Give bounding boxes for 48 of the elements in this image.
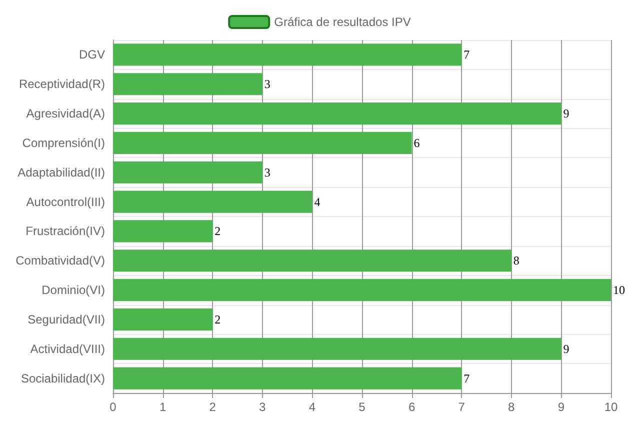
data-label: 2 <box>214 312 221 326</box>
x-tick-label: 6 <box>408 400 416 414</box>
bar <box>113 190 312 213</box>
y-tick-label: DGV <box>78 48 105 62</box>
x-tick-label: 5 <box>358 400 366 414</box>
data-label: 2 <box>214 224 221 238</box>
data-label: 10 <box>613 283 625 298</box>
y-tick-label: Dominio(VI) <box>42 283 105 298</box>
x-tick-label: 10 <box>604 400 618 414</box>
y-tick-label: Sociabilidad(IX) <box>20 371 105 386</box>
y-tick-label: Receptividad(R) <box>18 77 105 92</box>
data-label: 3 <box>264 77 270 92</box>
data-label: 4 <box>314 194 320 209</box>
data-label: 9 <box>563 342 570 356</box>
data-label: 8 <box>513 254 520 268</box>
y-tick-label: Comprensión(I) <box>22 136 105 150</box>
x-tick-label: 0 <box>110 400 117 414</box>
bar <box>113 279 611 302</box>
bar <box>113 220 213 242</box>
legend-label: Gráfica de resultados IPV <box>274 15 411 29</box>
bar <box>113 338 562 360</box>
y-tick-label: Adaptabilidad(II) <box>18 165 105 180</box>
x-tick-label: 4 <box>308 400 316 414</box>
data-label: 6 <box>414 136 420 150</box>
y-tick-label: Combatividad(V) <box>16 254 105 268</box>
bar <box>113 161 262 184</box>
y-tick-label: Autocontrol(III) <box>26 194 105 209</box>
x-tick-label: 3 <box>259 400 266 414</box>
data-label: 3 <box>264 165 270 180</box>
data-label: 9 <box>563 106 570 121</box>
y-tick-label: Seguridad(VII) <box>28 312 105 326</box>
bar <box>113 132 412 154</box>
bar <box>113 44 462 66</box>
bar <box>113 308 213 330</box>
x-tick-label: 7 <box>458 400 466 414</box>
y-tick-label: Agresividad(A) <box>26 106 105 121</box>
y-tick-label: Actividad(VIII) <box>30 342 105 356</box>
bar <box>113 73 262 96</box>
y-tick-label: Frustración(IV) <box>26 224 105 238</box>
bar <box>113 367 462 390</box>
x-tick-label: 2 <box>209 400 216 414</box>
data-label: 7 <box>464 371 470 386</box>
x-tick-label: 9 <box>558 400 565 414</box>
bar <box>113 250 512 272</box>
data-label: 7 <box>464 48 470 62</box>
bar <box>113 102 562 125</box>
x-tick-label: 8 <box>508 400 516 414</box>
x-tick-label: 1 <box>159 400 166 414</box>
